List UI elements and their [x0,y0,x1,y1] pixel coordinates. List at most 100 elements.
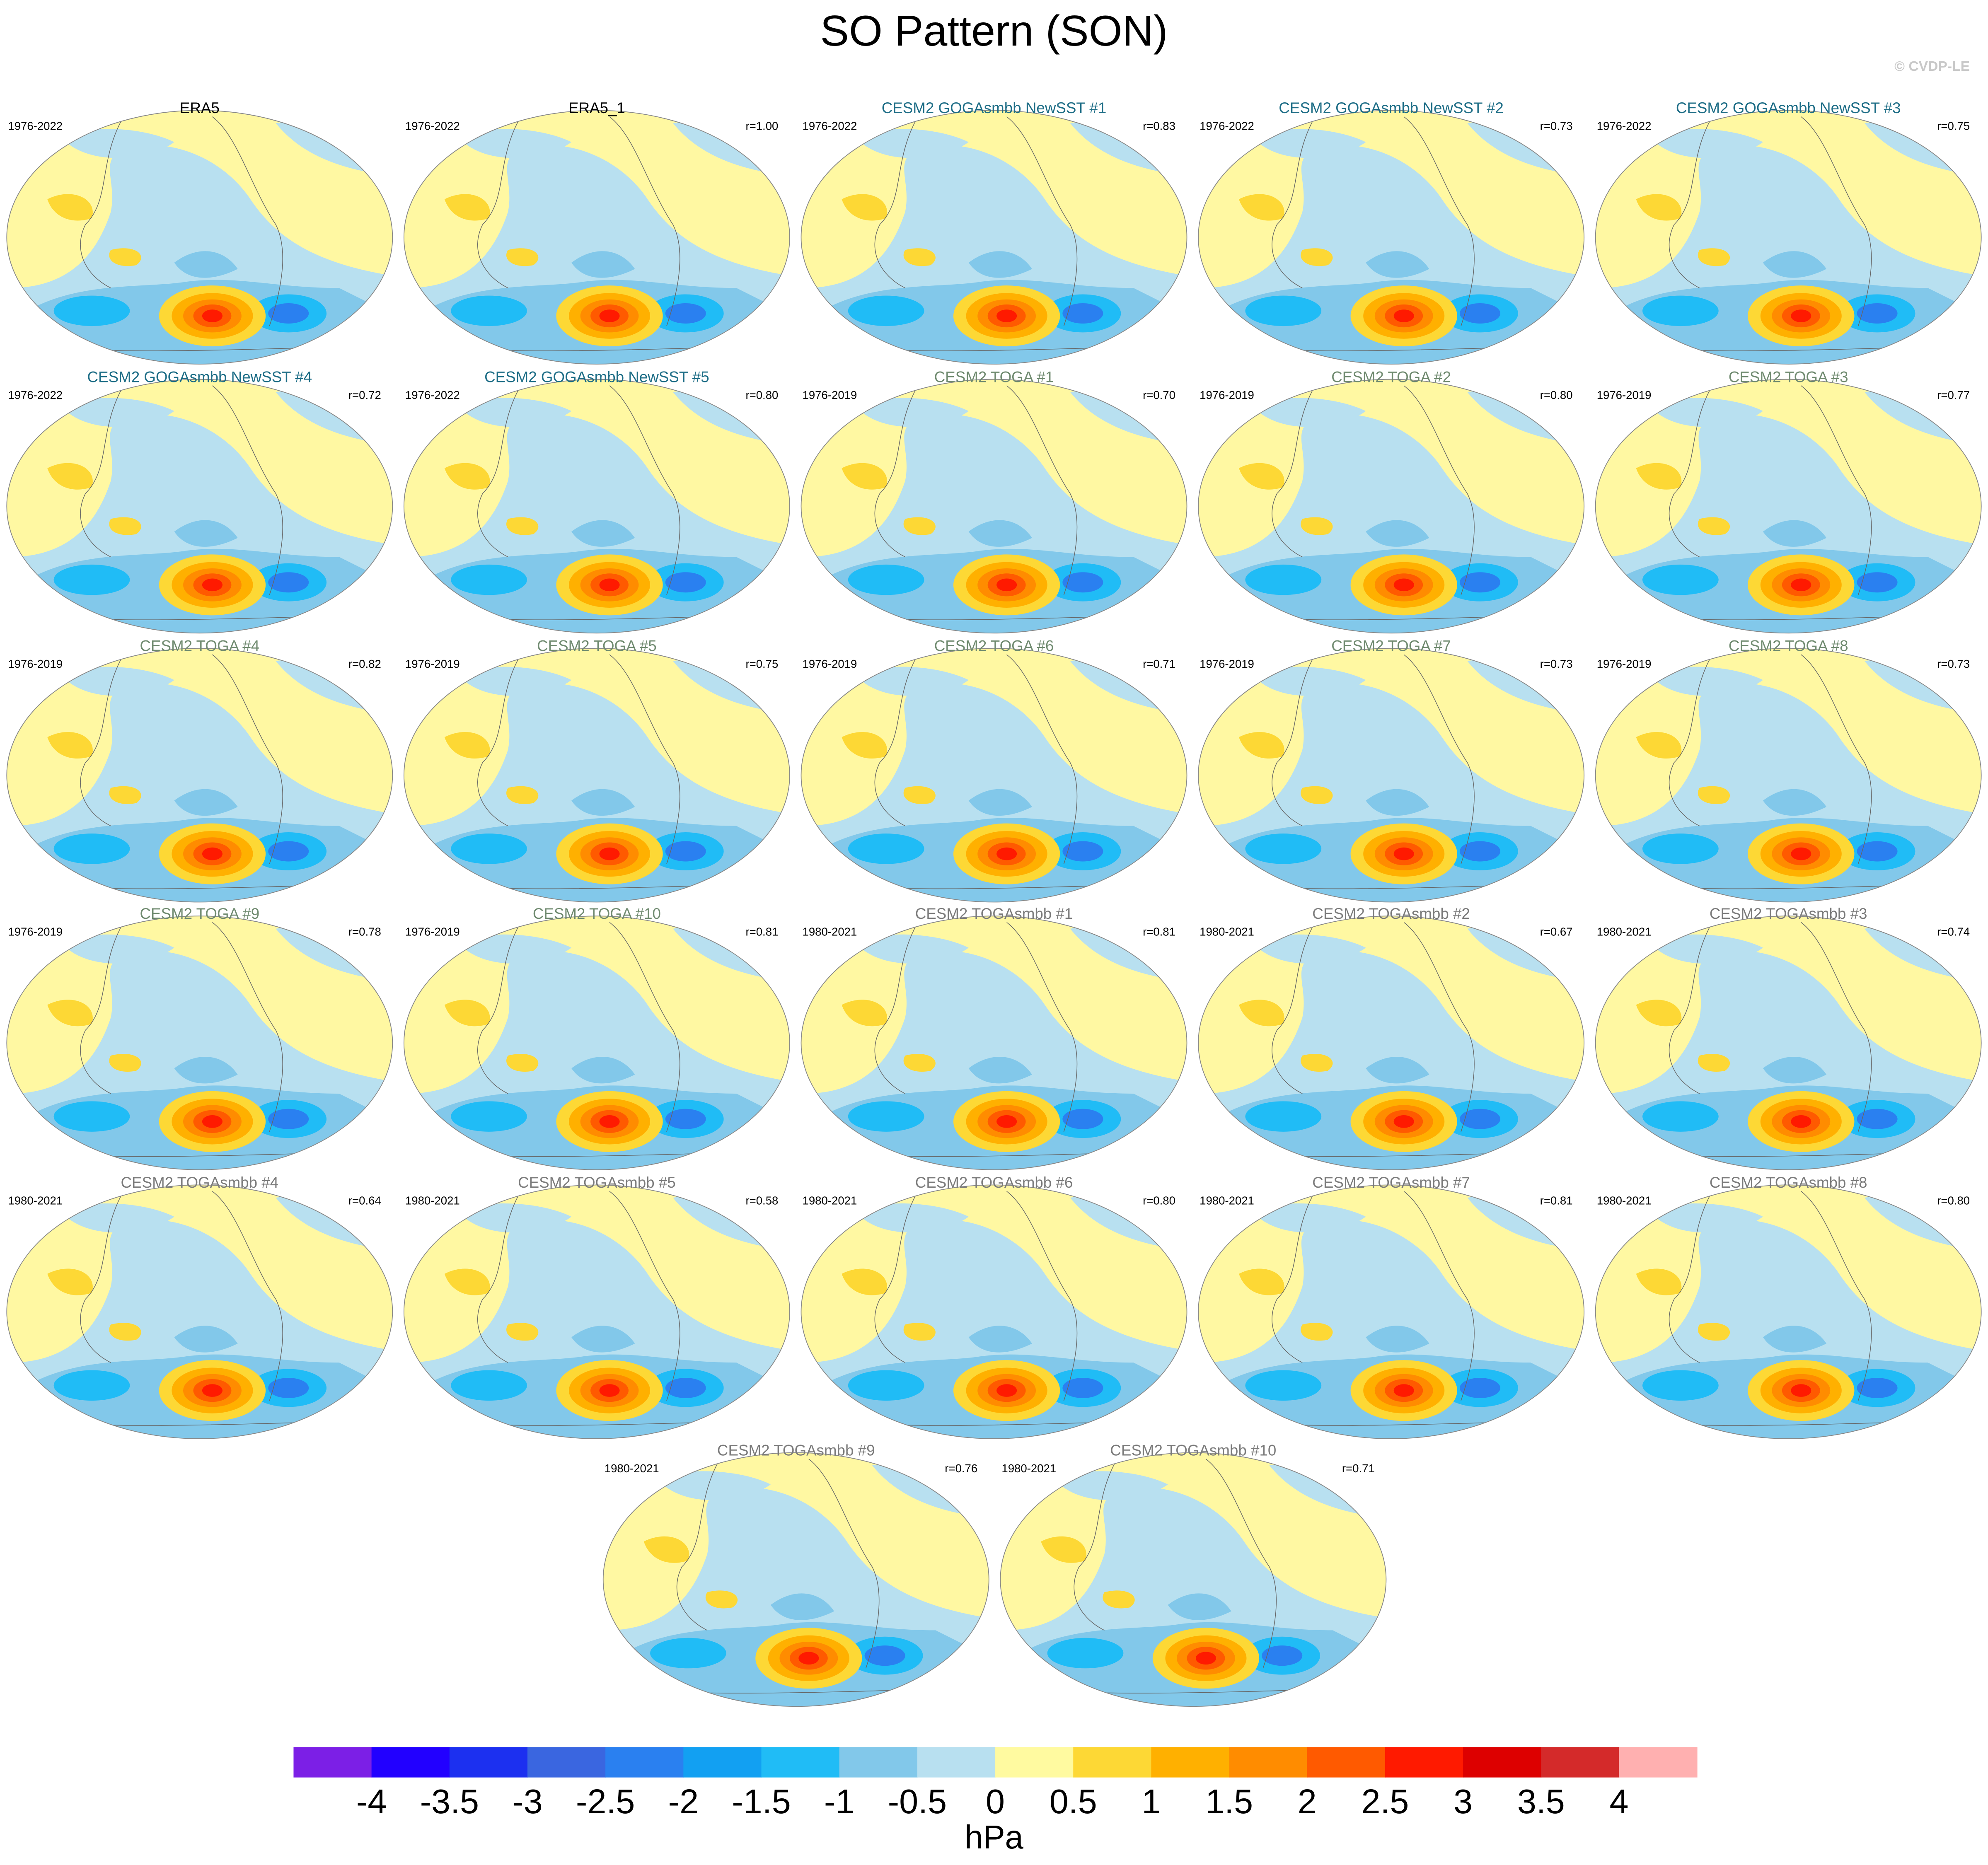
panel-correlation: r=0.78 [348,925,381,938]
colorbar-tick-label: 1.5 [1205,1782,1253,1821]
panel-correlation: r=0.80 [745,389,778,401]
map-panel: CESM2 GOGAsmbb NewSST #1 1976-2022 r=0.83 [801,99,1187,364]
colorbar-box [1229,1747,1308,1778]
panel-correlation: r=0.76 [945,1462,977,1475]
panel-title: CESM2 GOGAsmbb NewSST #4 [87,368,312,385]
panel-title: CESM2 TOGA #3 [1729,368,1848,385]
panel-title: CESM2 TOGAsmbb #6 [915,1174,1073,1191]
map-panel: CESM2 TOGAsmbb #8 1980-2021 r=0.80 [1596,1174,1981,1439]
colorbar-box [1463,1747,1542,1778]
panel-title: CESM2 TOGA #2 [1331,368,1451,385]
map [1596,379,1981,633]
figure-title: SO Pattern (SON) [820,7,1168,55]
panel-correlation: r=0.81 [1540,1194,1573,1207]
colorbar-box [605,1747,684,1778]
colorbar-box [449,1747,528,1778]
panel-correlation: r=0.75 [1937,120,1970,133]
panel-period: 1980-2021 [1200,1194,1254,1207]
map-panel: CESM2 TOGA #3 1976-2019 r=0.77 [1596,368,1981,633]
panel-correlation: r=0.71 [1143,657,1175,670]
panel-period: 1980-2021 [803,925,857,938]
map [801,379,1187,633]
panel-correlation: r=0.80 [1937,1194,1970,1207]
panel-title: CESM2 TOGA #4 [140,638,259,655]
map-panel: CESM2 TOGA #2 1976-2019 r=0.80 [1198,368,1584,633]
colorbar-box [1619,1747,1698,1778]
map [1198,648,1584,902]
panel-correlation: r=0.64 [348,1194,381,1207]
map-panel: CESM2 TOGA #1 1976-2019 r=0.70 [801,368,1187,633]
colorbar-box [917,1747,996,1778]
panel-title: CESM2 TOGA #6 [934,638,1054,655]
map [1198,916,1584,1170]
map-panel: CESM2 TOGAsmbb #6 1980-2021 r=0.80 [801,1174,1187,1439]
panel-correlation: r=0.73 [1540,120,1573,133]
colorbar-box [839,1747,918,1778]
map [404,379,790,633]
panel-title: CESM2 TOGAsmbb #3 [1710,905,1867,922]
panel-period: 1976-2022 [803,120,857,133]
colorbar-box [1151,1747,1230,1778]
panel-period: 1980-2021 [8,1194,63,1207]
map [1596,110,1981,364]
map [1000,1453,1386,1707]
panel-period: 1976-2022 [8,389,63,401]
map [7,1185,392,1439]
panel-correlation: r=0.74 [1937,925,1970,938]
panel-period: 1980-2021 [1597,1194,1652,1207]
map-panel: CESM2 TOGA #6 1976-2019 r=0.71 [801,638,1187,902]
colorbar-tick-label: -4 [356,1782,387,1821]
panel-title: CESM2 TOGAsmbb #7 [1312,1174,1470,1191]
map-panel: CESM2 TOGAsmbb #3 1980-2021 r=0.74 [1596,905,1981,1170]
map [603,1453,989,1707]
panel-period: 1976-2019 [8,657,63,670]
map-panel: ERA5 1976-2022 [7,99,392,364]
colorbar-box [1385,1747,1464,1778]
map-panel: CESM2 TOGA #10 1976-2019 r=0.81 [404,905,790,1170]
colorbar-box [293,1747,372,1778]
map [801,110,1187,364]
colorbar-tick-label: -1 [824,1782,855,1821]
map [801,916,1187,1170]
panel-title: CESM2 GOGAsmbb NewSST #2 [1279,99,1504,116]
panel-correlation: r=0.77 [1937,389,1970,401]
panel-title: CESM2 TOGAsmbb #5 [518,1174,676,1191]
panel-correlation: r=0.81 [1143,925,1175,938]
map-panel: CESM2 GOGAsmbb NewSST #5 1976-2022 r=0.80 [404,368,790,633]
colorbar-tick-label: 0 [986,1782,1005,1821]
panel-title: CESM2 GOGAsmbb NewSST #3 [1676,99,1901,116]
panel-period: 1980-2021 [605,1462,659,1475]
map-panel: CESM2 GOGAsmbb NewSST #2 1976-2022 r=0.73 [1198,99,1584,364]
panel-title: CESM2 TOGA #10 [533,905,661,922]
colorbar-tick-label: 3.5 [1517,1782,1565,1821]
map [1596,648,1981,902]
panel-correlation: r=1.00 [745,120,778,133]
map [7,379,392,633]
map-panel: CESM2 TOGA #5 1976-2019 r=0.75 [404,638,790,902]
map-panel: ERA5_1 1976-2022 r=1.00 [404,99,790,364]
colorbar-box [1541,1747,1620,1778]
map-panel: CESM2 TOGA #9 1976-2019 r=0.78 [7,905,392,1170]
colorbar-label: hPa [965,1819,1023,1855]
map [7,110,392,364]
colorbar-tick-label: -3 [512,1782,543,1821]
panel-period: 1976-2022 [8,120,63,133]
map-panel: CESM2 TOGAsmbb #5 1980-2021 r=0.58 [404,1174,790,1439]
panel-period: 1980-2021 [1200,925,1254,938]
map-panel: CESM2 TOGAsmbb #2 1980-2021 r=0.67 [1198,905,1584,1170]
map [404,648,790,902]
panel-correlation: r=0.72 [348,389,381,401]
panel-title: CESM2 TOGA #8 [1729,638,1848,655]
map [404,1185,790,1439]
map [1596,1185,1981,1439]
map-panel: CESM2 TOGAsmbb #7 1980-2021 r=0.81 [1198,1174,1584,1439]
panel-correlation: r=0.73 [1937,657,1970,670]
panel-correlation: r=0.82 [348,657,381,670]
panel-period: 1976-2019 [8,925,63,938]
colorbar-box [371,1747,450,1778]
panel-title: CESM2 TOGAsmbb #9 [717,1442,875,1459]
panel-title: ERA5_1 [568,99,625,116]
map [404,110,790,364]
panel-correlation: r=0.58 [745,1194,778,1207]
